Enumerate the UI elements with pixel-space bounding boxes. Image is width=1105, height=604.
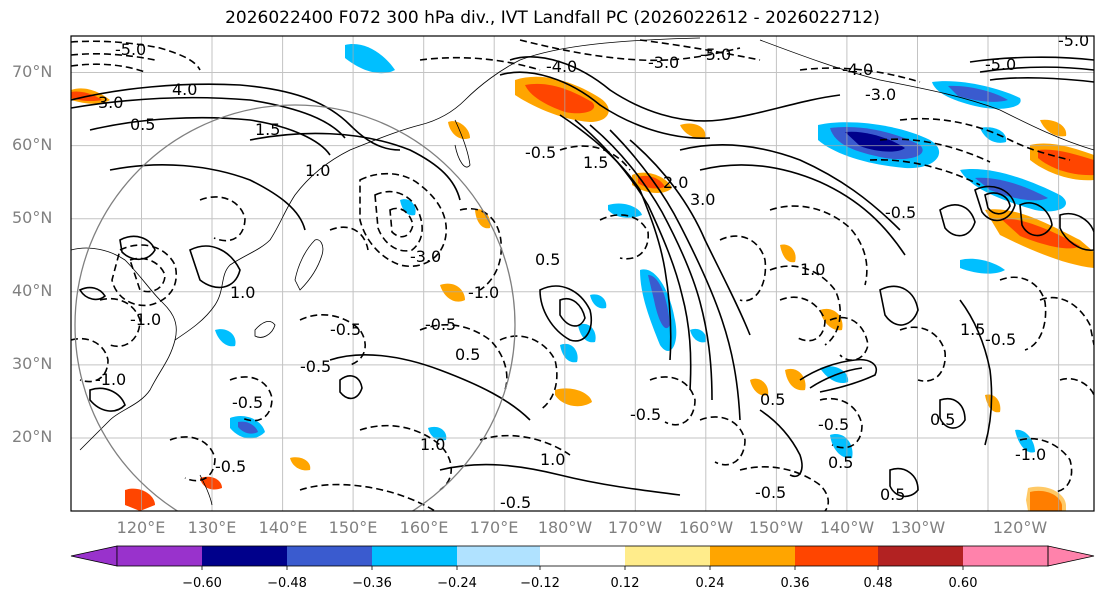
contour-label: -0.5 [818,415,849,434]
lat-label: 70°N [12,62,53,81]
colorbar-tick-label: 0.36 [780,576,810,591]
contour-label: -1.0 [1015,445,1046,464]
lon-label: 170°W [607,518,663,537]
lat-label: 40°N [12,281,53,300]
contour-label: -4.0 [842,60,873,79]
colorbar [70,545,1095,570]
map-field: -5.0 4.0 3.0 0.5 1.5 1.0 -4.0 -3.0 -5.0 … [71,31,1094,512]
colorbar-tick-label: 0.48 [863,576,893,591]
contour-label: 1.0 [420,435,445,454]
contour-label: -0.5 [215,457,246,476]
contour-label: 1.0 [540,450,565,469]
lon-label: 160°E [399,518,449,537]
contour-label: 4.0 [172,80,197,99]
colorbar-extend-low [70,545,118,567]
colorbar-segment [625,546,710,566]
colorbar-tick-label: −0.60 [182,576,222,591]
lon-label: 150°E [328,518,378,537]
contour-label: -5.0 [985,55,1016,74]
colorbar-segment [963,546,1048,566]
contour-label: 0.5 [880,485,905,504]
colorbar-tick-label: −0.24 [437,576,477,591]
lon-label: 150°W [748,518,804,537]
contour-label: -0.5 [630,405,661,424]
colorbar-tick-label: 0.60 [948,576,978,591]
contour-label: -1.0 [95,370,126,389]
map-title: 2026022400 F072 300 hPa div., IVT Landfa… [225,8,880,28]
contour-label: -0.5 [525,143,556,162]
lon-label: 180°W [537,518,593,537]
lon-label: 120°W [992,518,1048,537]
lat-label: 30°N [12,354,53,373]
contour-label: 1.0 [305,161,330,180]
contour-label: -3.0 [648,53,679,72]
map-gridlines [71,36,1094,511]
colorbar-segment [202,546,287,566]
colorbar-segment [878,546,963,566]
lat-label: 20°N [12,427,53,446]
contour-label: -3.0 [410,247,441,266]
contour-label: -0.5 [330,320,361,339]
negative-contours [71,39,1094,511]
contour-label: 1.5 [960,320,985,339]
contour-label: -1.0 [130,310,161,329]
contour-label: 0.5 [828,453,853,472]
landfall-circle [74,104,516,511]
contour-label: 3.0 [690,190,715,209]
contour-label: 0.5 [130,115,155,134]
lon-label: 120°E [116,518,166,537]
contour-label: -0.5 [300,357,331,376]
lon-label: 130°E [187,518,237,537]
map-frame [70,35,1095,512]
contour-label: 0.5 [455,345,480,364]
contour-label: 0.5 [930,410,955,429]
contour-label: -4.0 [546,57,577,76]
colorbar-tick-label: −0.12 [520,576,560,591]
colorbar-tick-label: −0.36 [352,576,392,591]
contour-label: -0.5 [232,393,263,412]
contour-label: 0.5 [760,390,785,409]
contour-label: -0.5 [885,203,916,222]
contour-label: -0.5 [425,315,456,334]
lat-label: 60°N [12,135,53,154]
colorbar-segment [287,546,372,566]
contour-label: -0.5 [985,330,1016,349]
contour-label: -0.5 [500,493,531,512]
contour-label: -1.0 [468,283,499,302]
colorbar-tick-label: 0.12 [610,576,640,591]
contour-label: -5.0 [1058,31,1089,50]
contour-label: -3.0 [865,85,896,104]
contour-labels: -5.0 4.0 3.0 0.5 1.5 1.0 -4.0 -3.0 -5.0 … [95,31,1089,512]
colorbar-segment [117,546,202,566]
contour-label: -0.5 [755,483,786,502]
contour-label: 1.5 [583,153,608,172]
contour-label: -5.0 [115,40,146,59]
lon-label: 170°E [469,518,519,537]
lon-label: 140°E [258,518,308,537]
lon-label: 130°W [890,518,946,537]
contour-label: 3.0 [98,93,123,112]
colorbar-segment [372,546,457,566]
positive-contours [71,56,1094,498]
colorbar-tick-label: −0.48 [267,576,307,591]
colorbar-extend-high [1047,545,1095,567]
contour-label: 1.0 [800,260,825,279]
lon-label: 140°W [819,518,875,537]
contour-label: 0.5 [535,250,560,269]
colorbar-segment [540,546,625,566]
contour-label: -5.0 [700,45,731,64]
contour-label: 2.0 [663,173,688,192]
lon-label: 160°W [678,518,734,537]
contour-label: 1.0 [230,283,255,302]
colorbar-segment [795,546,878,566]
colorbar-segment [710,546,795,566]
contour-label: 1.5 [255,120,280,139]
colorbar-segment [457,546,540,566]
colorbar-tick-label: 0.24 [695,576,725,591]
lat-label: 50°N [12,208,53,227]
coastlines [71,37,1094,506]
